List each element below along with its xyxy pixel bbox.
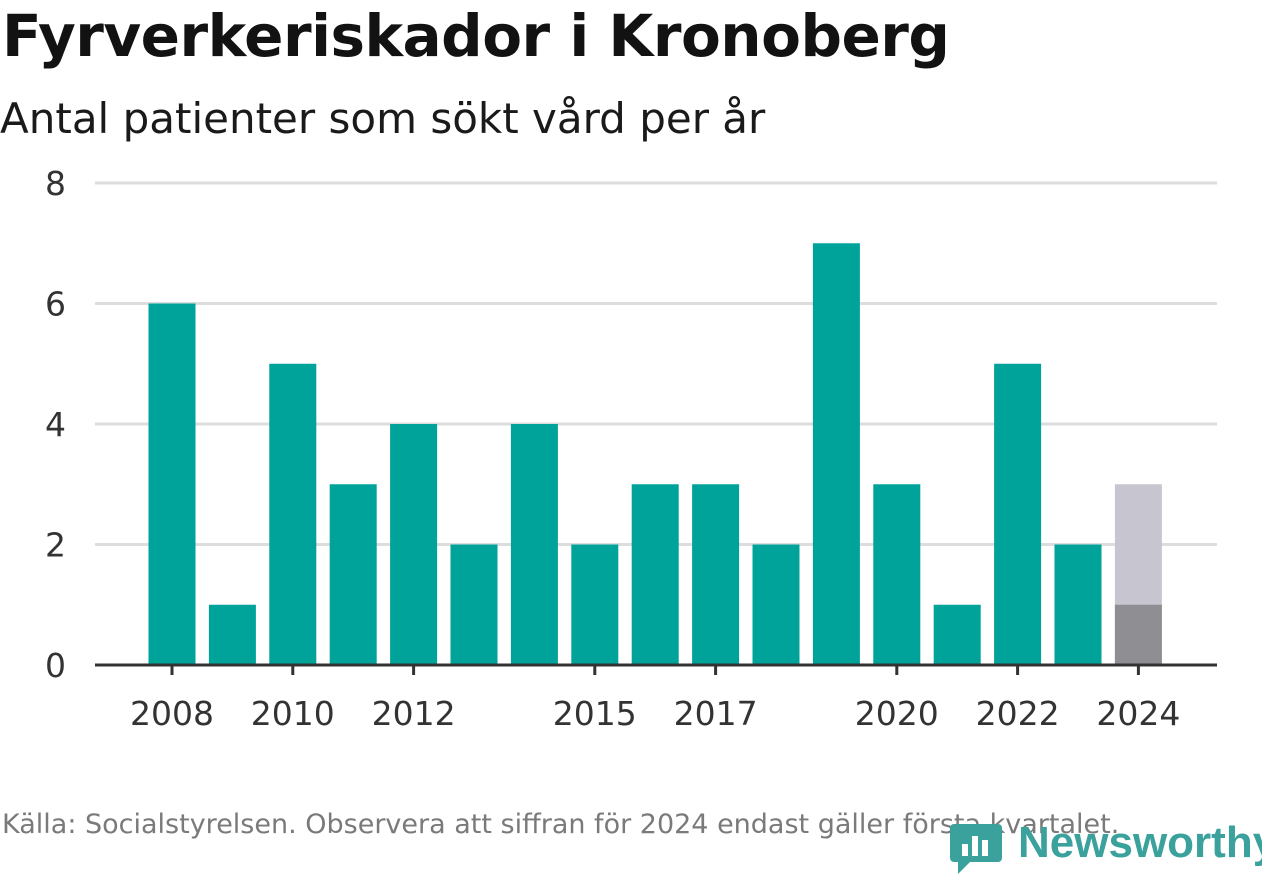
x-tick-label: 2017: [674, 694, 758, 733]
bar-2015: [571, 544, 619, 665]
bar-2013: [450, 544, 498, 665]
x-tick-label: 2008: [130, 694, 214, 733]
y-axis-labels: 0 2 4 6 8: [45, 164, 66, 685]
y-tick-label: 8: [45, 164, 66, 203]
bar-2021: [933, 604, 981, 665]
bar-2014: [510, 424, 558, 665]
x-tick-label: 2012: [372, 694, 456, 733]
chart-title: Fyrverkeriskador i Kronoberg: [2, 2, 950, 70]
bar-2023: [1054, 544, 1102, 665]
bar-2018: [752, 544, 800, 665]
x-tick-label: 2022: [976, 694, 1060, 733]
bar-2008: [148, 303, 196, 665]
x-tick-label: 2020: [855, 694, 939, 733]
bar-2011: [329, 484, 377, 665]
y-tick-label: 6: [45, 285, 66, 324]
x-axis-labels: 2008 2010 2012 2015 2017 2020 2022 2024: [130, 665, 1180, 733]
x-tick-label: 2010: [251, 694, 335, 733]
newsworthy-logo-icon: [950, 824, 1002, 874]
newsworthy-logo-text: Newsworthy: [1018, 818, 1262, 867]
x-tick-label: 2024: [1096, 694, 1180, 733]
bar-2024: [1114, 604, 1162, 665]
bars: [148, 243, 1162, 665]
bar-2022: [994, 363, 1042, 665]
bar-2017: [692, 484, 740, 665]
bar-2020: [873, 484, 921, 665]
y-tick-label: 0: [45, 646, 66, 685]
bar-2012: [390, 424, 438, 665]
bar-2010: [269, 363, 317, 665]
bar-2009: [208, 604, 256, 665]
bar-2016: [631, 484, 679, 665]
bar-2019: [812, 243, 860, 665]
x-tick-label: 2015: [553, 694, 637, 733]
bar-chart: 0 2 4 6 8 2008 2010 2012 2015 2017 2020 2022 2024: [45, 164, 1217, 733]
y-tick-label: 2: [45, 526, 66, 565]
chart-subtitle: Antal patienter som sökt vård per år: [0, 94, 766, 143]
newsworthy-logo: Newsworthy: [950, 818, 1262, 878]
y-tick-label: 4: [45, 405, 66, 444]
source-note: Källa: Socialstyrelsen. Observera att si…: [2, 809, 1120, 840]
